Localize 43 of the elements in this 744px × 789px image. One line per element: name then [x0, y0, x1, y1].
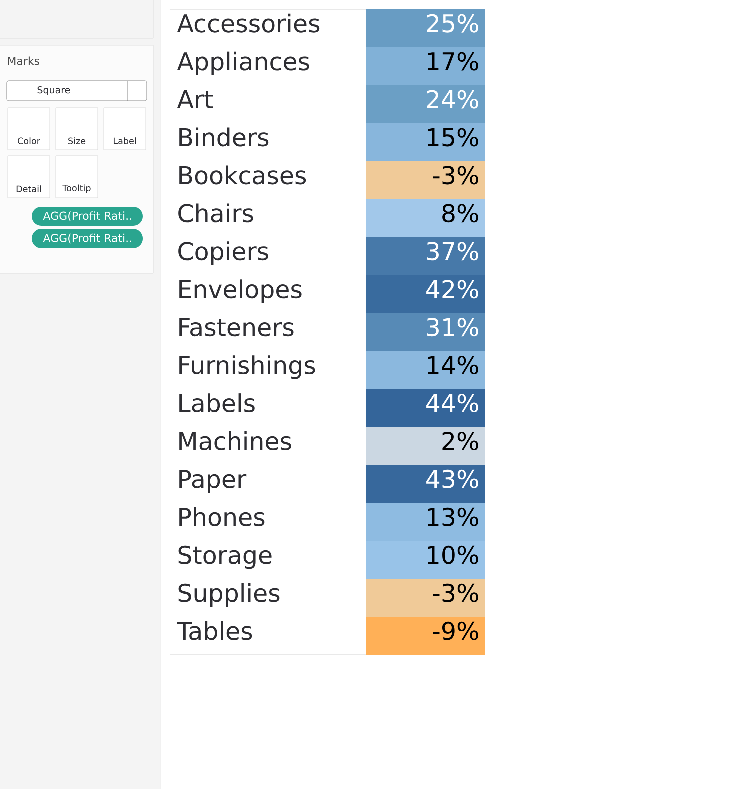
- data-label: 44%: [426, 394, 478, 413]
- data-label: -3%: [433, 166, 478, 185]
- y-tick-label: Envelopes: [180, 280, 302, 304]
- y-tick-label: Supplies: [178, 583, 280, 608]
- y-tick-label: Binders: [180, 128, 269, 147]
- y-tick-label: Tables: [177, 621, 252, 640]
- text: AGG(Profit Rati..: [43, 234, 132, 244]
- data-label: 10%: [428, 546, 478, 564]
- data-label: 2%: [442, 432, 478, 450]
- data-label: 25%: [427, 14, 478, 33]
- y-tick-label: Machines: [180, 432, 292, 450]
- y-tick-label: Bookcases: [180, 166, 306, 185]
- data-label: 42%: [426, 280, 478, 299]
- data-label: 24%: [427, 90, 478, 109]
- data-label: 31%: [427, 318, 478, 337]
- text: Label: [114, 138, 136, 144]
- y-tick-label: Furnishings: [180, 356, 316, 380]
- text: Marks: [8, 56, 40, 66]
- text: Tooltip: [62, 184, 91, 194]
- y-tick-label: Appliances: [177, 52, 310, 76]
- data-label: 15%: [428, 128, 478, 147]
- y-tick-label: Chairs: [178, 204, 254, 223]
- data-label: -3%: [433, 584, 478, 602]
- data-label: 8%: [442, 204, 478, 223]
- text: Color: [18, 138, 40, 144]
- y-tick-label: Fasteners: [180, 318, 294, 337]
- text: Square: [38, 86, 70, 96]
- y-tick-label: Storage: [178, 546, 272, 570]
- text: Detail: [16, 186, 42, 192]
- data-label: 13%: [428, 508, 478, 526]
- y-tick-label: Labels: [180, 394, 255, 413]
- text: Size: [68, 138, 86, 144]
- y-tick-label: Copiers: [178, 242, 268, 266]
- data-label: 43%: [426, 470, 478, 488]
- y-tick-label: Art: [177, 90, 214, 108]
- data-label: 37%: [427, 242, 478, 261]
- data-label: 17%: [428, 52, 478, 71]
- text: AGG(Profit Rati..: [43, 212, 132, 222]
- y-tick-label: Phones: [180, 507, 265, 526]
- data-label: -9%: [433, 622, 478, 640]
- data-label: 14%: [428, 356, 478, 375]
- y-tick-label: Accessories: [177, 14, 320, 33]
- y-tick-label: Paper: [180, 470, 247, 494]
